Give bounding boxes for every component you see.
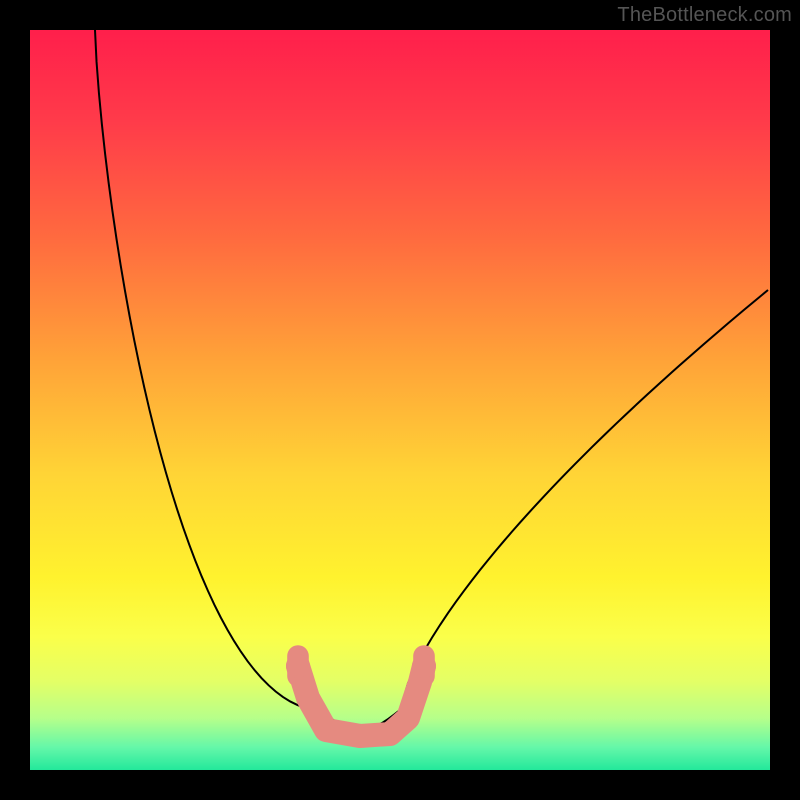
chart-container: TheBottleneck.com xyxy=(0,0,800,800)
plot-area xyxy=(30,30,770,770)
watermark-text: TheBottleneck.com xyxy=(617,4,792,27)
highlight-dot-left xyxy=(286,654,310,678)
bottleneck-chart xyxy=(0,0,800,800)
highlight-dot-right xyxy=(412,654,436,678)
